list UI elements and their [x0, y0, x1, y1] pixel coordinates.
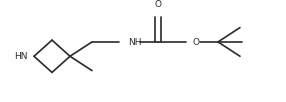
Text: NH: NH [128, 38, 142, 47]
Text: O: O [193, 38, 200, 47]
Text: O: O [154, 0, 162, 9]
Text: HN: HN [14, 52, 28, 61]
